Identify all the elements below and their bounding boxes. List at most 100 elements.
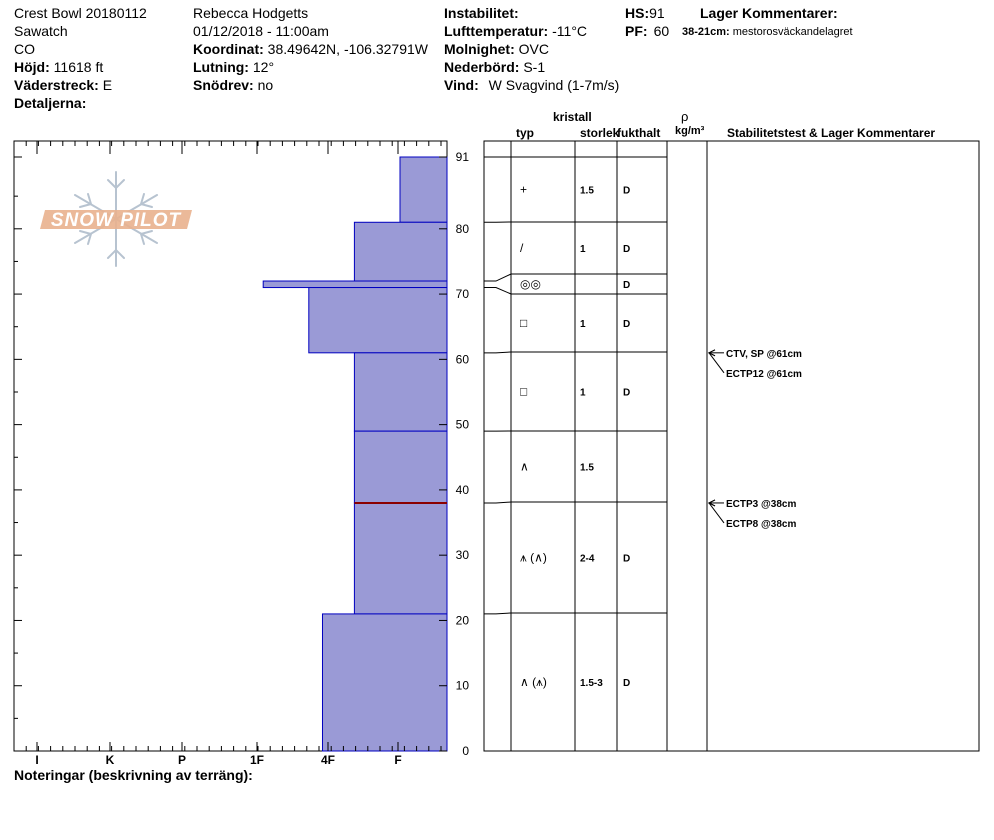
depth-connector <box>484 273 512 282</box>
moisture-value: D <box>623 388 630 399</box>
hardness-label: I <box>35 753 38 767</box>
observation-datetime: 01/12/2018 - 11:00am <box>193 23 329 39</box>
wind-value: W Svagvind (1-7m/s) <box>488 77 620 93</box>
hardness-bar <box>262 280 448 289</box>
stability-tests: ECTP3 @38cm ECTP8 @38cm CTV, SP @61cm ECTP1… <box>707 349 802 530</box>
layer-table <box>483 140 980 752</box>
coordinates-value: 38.49642N, -106.32791W <box>267 41 428 57</box>
moisture-value: D <box>623 678 630 689</box>
instability-label: Instabilitet: <box>444 5 519 21</box>
slope-label: Lutning: <box>193 59 249 75</box>
grain-type: ∧ <box>520 460 529 474</box>
state: CO <box>14 41 35 57</box>
hardness-bar <box>399 156 448 223</box>
stability-test-label: ECTP3 @38cm <box>726 499 796 510</box>
grain-size: 1.5 <box>580 463 594 474</box>
precip-row: Nederbörd: S-1 <box>444 58 545 76</box>
hardness-label: 1F <box>250 753 264 767</box>
slope-value: 12° <box>252 59 275 75</box>
pf-label: PF: <box>625 23 648 39</box>
details-label: Detaljerna: <box>14 95 87 111</box>
wind-row: Vind: W Svagvind (1-7m/s) <box>444 76 619 94</box>
grain-type: / <box>520 241 524 255</box>
depth-tick-label: 70 <box>456 287 470 301</box>
depth-tick-label: 80 <box>456 222 470 236</box>
hardness-label: F <box>394 753 401 767</box>
moisture-header: fukthalt <box>617 126 660 140</box>
depth-tick-label: 50 <box>456 418 470 432</box>
depth-tick-label: 91 <box>456 150 470 164</box>
type-header: typ <box>516 126 534 140</box>
airtemp-row: Lufttemperatur: -11°C <box>444 22 587 40</box>
stability-test-label: CTV, SP @61cm <box>726 349 802 360</box>
depth-axis: 0 10 20 30 40 50 60 70 80 91 <box>14 150 469 758</box>
table-header: kristall typ storlek fukthalt ρ kg/m³ St… <box>516 109 935 140</box>
site-title: Crest Bowl 20180112 <box>14 5 147 21</box>
moisture-value: D <box>623 280 630 291</box>
layer-comments-label: Lager Kommentarer: <box>700 5 838 21</box>
hardness-axis-labels: I K P 1F 4F F <box>35 753 401 767</box>
wind-label: Vind: <box>444 77 479 93</box>
size-header: storlek <box>580 126 620 140</box>
depth-tick-label: 40 <box>456 483 470 497</box>
grain-type: □ <box>520 316 527 330</box>
top-minor-ticks <box>13 141 442 154</box>
table-rows: +1.5 D / 1 D ◎◎ D □ 1 D □ 1 D ∧ 1.5 ⩚ (∧) 2-4 D ∧ (⩚) 1.5-3… <box>484 156 667 752</box>
coordinates-label: Koordinat: <box>193 41 264 57</box>
density-unit-header: kg/m³ <box>675 125 705 137</box>
grain-size: 1 <box>580 244 586 255</box>
airtemp-value: -11°C <box>552 23 588 39</box>
depth-tick-label: 0 <box>462 744 469 758</box>
table-frame <box>483 140 980 752</box>
grain-type: ⩚ (∧) <box>520 551 547 565</box>
logo-text: SNOW PILOT <box>51 210 182 231</box>
moisture-value: D <box>623 554 630 565</box>
hardness-bars <box>262 156 448 752</box>
depth-tick-label: 10 <box>456 679 470 693</box>
stability-arrow <box>708 502 725 524</box>
grain-size: 1.5 <box>580 186 594 197</box>
depth-connector <box>484 612 512 615</box>
hardness-label: 4F <box>321 753 335 767</box>
hardness-bar <box>353 352 448 432</box>
aspect-label: Väderstreck: <box>14 77 99 93</box>
hardness-label: K <box>106 753 115 767</box>
depth-tick-label: 30 <box>456 548 470 562</box>
hs-value: 91 <box>649 5 665 21</box>
elevation-label: Höjd: <box>14 59 50 75</box>
hardness-bar <box>353 221 448 282</box>
grain-size: 2-4 <box>580 554 595 565</box>
notes-label: Noteringar (beskrivning av terräng): <box>14 767 253 783</box>
moisture-value: D <box>623 186 630 197</box>
hs-label: HS: <box>625 5 650 21</box>
depth-connector <box>484 287 512 295</box>
moisture-value: D <box>623 319 630 330</box>
slope-row: Lutning: 12° <box>193 58 274 76</box>
stability-test-label: ECTP8 @38cm <box>726 519 796 530</box>
hardness-bar <box>308 287 448 354</box>
grain-type: ∧ (⩚) <box>520 675 547 689</box>
pf-value: 60 <box>653 23 670 39</box>
grain-size: 1.5-3 <box>580 678 603 689</box>
airtemp-label: Lufttemperatur: <box>444 23 549 39</box>
precip-value: S-1 <box>523 59 546 75</box>
depth-tick-label: 20 <box>456 613 470 627</box>
sky-value: OVC <box>518 41 549 57</box>
layer-comment: 38-21cm: mestorosväckandelagret <box>682 23 853 41</box>
mountain-range: Sawatch <box>14 23 68 39</box>
arrow-head-icon <box>707 349 716 357</box>
sky-row: Molnighet: OVC <box>444 40 549 58</box>
coordinates-row: Koordinat: 38.49642N, -106.32791W <box>193 40 428 58</box>
snowpilot-logo: SNOW PILOT <box>40 171 192 267</box>
depth-connector <box>484 501 512 504</box>
grain-size: 1 <box>580 388 586 399</box>
drift-label: Snödrev: <box>193 77 254 93</box>
depth-tick-label: 60 <box>456 352 470 366</box>
arrow-head-icon <box>707 499 716 507</box>
layer-comment-text: mestorosväckandelagret <box>732 26 853 38</box>
drift-row: Snödrev: no <box>193 76 273 94</box>
hardness-bar <box>321 613 448 752</box>
stability-header: Stabilitetstest & Lager Kommentarer <box>727 126 935 140</box>
stability-test-label: ECTP12 @61cm <box>726 369 802 380</box>
